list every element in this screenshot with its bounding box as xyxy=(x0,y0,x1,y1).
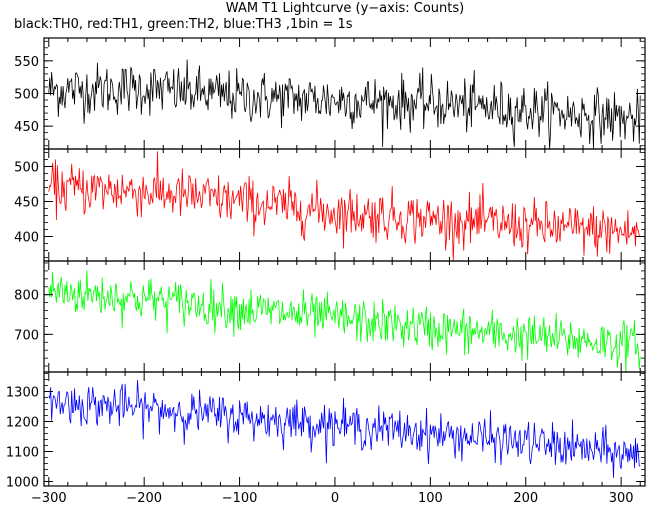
y-tick-label: 450 xyxy=(14,196,39,211)
panel-frame xyxy=(43,371,646,487)
y-tick-label: 500 xyxy=(14,88,39,103)
y-tick-label: 450 xyxy=(14,120,39,135)
panel-th1: 400 450 500 xyxy=(14,148,646,262)
series-line-th3 xyxy=(48,380,641,478)
y-tick-label: 550 xyxy=(14,55,39,70)
y-tick-label: 1300 xyxy=(6,386,39,401)
y-tick-label: 800 xyxy=(14,289,39,304)
y-tick-label: 1100 xyxy=(6,446,39,461)
panel-frame xyxy=(43,37,646,150)
x-tick-label: 300 xyxy=(609,491,634,505)
x-tick-label: 200 xyxy=(513,491,538,505)
panels: 4505005504004505007008001000110012001300… xyxy=(6,37,646,505)
series-line-th2 xyxy=(48,270,641,373)
chart-title: WAM T1 Lightcurve (y−axis: Counts) xyxy=(226,1,464,16)
panel-th2: 700 800 xyxy=(14,260,646,373)
y-tick-label: 500 xyxy=(14,161,39,176)
chart-subtitle: black:TH0, red:TH1, green:TH2, blue:TH3 … xyxy=(14,17,353,32)
panel-frame xyxy=(43,260,646,373)
series-line-th1 xyxy=(48,151,641,262)
y-tick-label: 700 xyxy=(14,328,39,343)
y-tick-label: 1200 xyxy=(6,416,39,431)
panel-th3: 1000 1100 1200 1300 −300 −200 −100 0 100 200 300 xyxy=(6,371,646,505)
y-tick-label: 1000 xyxy=(6,476,39,491)
x-tick-label: 100 xyxy=(418,491,443,505)
series-line-th0 xyxy=(48,59,641,150)
x-tick-label: −300 xyxy=(31,491,67,505)
y-tick-label: 400 xyxy=(14,231,39,246)
x-tick-label: 0 xyxy=(331,491,339,505)
panel-th0: 450 500 550 xyxy=(14,37,646,150)
x-tick-label: −100 xyxy=(222,491,258,505)
x-tick-label: −200 xyxy=(126,491,162,505)
